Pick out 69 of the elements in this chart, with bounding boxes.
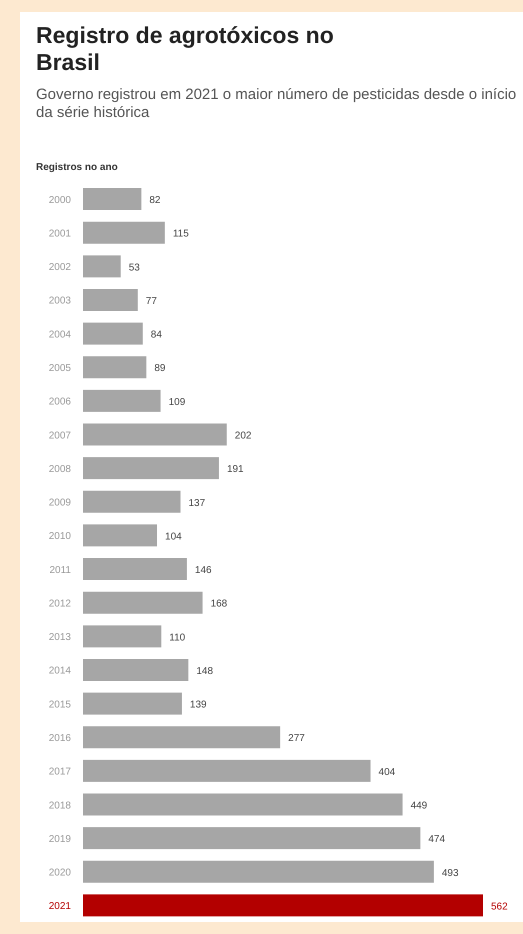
y-tick-label: 2009 (48, 498, 72, 509)
bar (83, 558, 187, 580)
bar (83, 794, 403, 816)
bar (83, 658, 188, 681)
y-tick-label: 2013 (48, 632, 72, 644)
data-label: 202 (234, 430, 252, 442)
data-label: 277 (288, 733, 306, 744)
y-tick-label: 2015 (48, 699, 72, 710)
bar (83, 827, 420, 850)
bar (83, 524, 158, 546)
data-label: 562 (491, 901, 508, 912)
data-label: 84 (150, 330, 162, 341)
data-label: 104 (165, 531, 182, 542)
y-tick-label: 2011 (49, 564, 72, 576)
y-tick-label: 2018 (48, 800, 72, 812)
y-tick-label: 2020 (48, 868, 72, 879)
bar (83, 625, 162, 648)
bar (83, 490, 181, 513)
bar (83, 894, 483, 916)
bar (83, 322, 143, 345)
data-label: 115 (172, 228, 190, 240)
data-label: 89 (154, 363, 166, 374)
bar (83, 424, 227, 446)
chart-subtitle: Governo registrou em 2021 o maior número de pesticidas desde o início da série histórica (36, 86, 518, 122)
bar (83, 390, 161, 412)
data-label: 137 (188, 498, 206, 509)
bar (83, 592, 203, 614)
y-tick-label: 2010 (48, 531, 72, 542)
y-tick-label: 2019 (48, 834, 72, 845)
data-label: 404 (378, 766, 396, 778)
y-tick-label: 2008 (48, 464, 72, 475)
y-tick-label: 2004 (48, 329, 72, 340)
y-tick-label: 2012 (48, 598, 72, 610)
data-label: 168 (210, 598, 228, 610)
y-tick-label: 2016 (48, 733, 72, 744)
data-label: 474 (428, 834, 446, 846)
y-tick-label: 2000 (48, 194, 72, 206)
bar (83, 356, 146, 378)
data-label: 53 (128, 262, 140, 274)
data-label: 139 (190, 700, 208, 711)
y-tick-label: 2003 (48, 296, 72, 307)
bar (83, 726, 280, 748)
y-tick-label: 2007 (48, 430, 72, 442)
bar (83, 760, 371, 782)
bar (83, 457, 219, 480)
data-label: 109 (168, 396, 186, 408)
y-tick-label: 2014 (48, 666, 72, 677)
bar (83, 188, 142, 210)
data-label: 493 (442, 868, 460, 879)
y-tick-label: 2002 (48, 262, 72, 274)
data-label: 77 (146, 296, 158, 307)
data-label: 449 (410, 800, 428, 812)
bar (83, 288, 138, 311)
y-tick-label: 2021 (48, 901, 72, 912)
bar (83, 222, 165, 244)
y-tick-label: 2017 (48, 766, 72, 778)
bar (83, 692, 182, 715)
data-label: 110 (169, 632, 186, 644)
x-axis-title: Registros no ano (36, 162, 118, 173)
bar (83, 860, 434, 883)
chart-title: Registro de agrotóxicos no Brasil (36, 22, 335, 76)
data-label: 82 (149, 195, 161, 206)
data-label: 148 (196, 666, 214, 677)
y-tick-label: 2005 (48, 363, 72, 374)
y-tick-label: 2006 (48, 396, 72, 408)
data-label: 146 (194, 565, 212, 576)
y-tick-label: 2001 (48, 228, 72, 240)
data-label: 191 (226, 464, 244, 476)
bar (83, 255, 121, 278)
